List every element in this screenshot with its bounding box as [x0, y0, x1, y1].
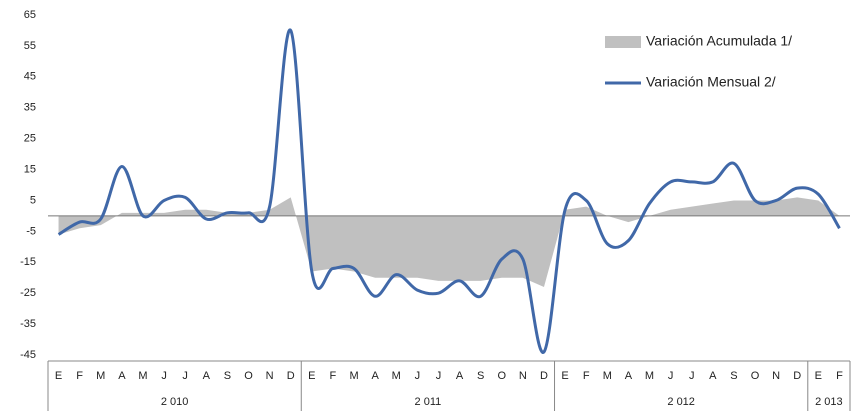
y-tick-label: -25 — [20, 287, 36, 299]
y-tick-label: 45 — [24, 71, 36, 83]
x-tick-label: E — [561, 370, 568, 382]
area — [58, 197, 840, 287]
x-tick-label: D — [287, 370, 295, 382]
x-tick-label: J — [182, 370, 188, 382]
y-tick-label: 25 — [24, 133, 36, 145]
y-tick-label: 5 — [30, 194, 36, 206]
x-tick-label: D — [793, 370, 801, 382]
x-tick-label: J — [436, 370, 442, 382]
y-tick-label: 35 — [24, 102, 36, 114]
x-tick-label: M — [603, 370, 612, 382]
x-tick-label: F — [330, 370, 337, 382]
x-tick-label: A — [709, 370, 717, 382]
x-tick-label: O — [751, 370, 760, 382]
x-tick-label: N — [266, 370, 274, 382]
x-tick-label: M — [349, 370, 358, 382]
y-tick-label: 15 — [24, 163, 36, 175]
legend-label: Variación Mensual 2/ — [646, 74, 776, 90]
x-tick-label: M — [645, 370, 654, 382]
x-tick-label: D — [540, 370, 548, 382]
x-tick-label: N — [519, 370, 527, 382]
x-group-label: 2 013 — [815, 396, 843, 408]
x-tick-label: S — [477, 370, 484, 382]
x-tick-label: N — [772, 370, 780, 382]
x-tick-label: S — [730, 370, 737, 382]
x-group-label: 2 010 — [161, 396, 189, 408]
x-tick-label: J — [668, 370, 674, 382]
x-tick-label: M — [138, 370, 147, 382]
legend-swatch — [605, 36, 641, 48]
x-tick-label: E — [815, 370, 822, 382]
y-tick-label: -5 — [26, 225, 36, 237]
y-tick-label: -15 — [20, 256, 36, 268]
x-tick-label: F — [836, 370, 843, 382]
y-tick-label: -35 — [20, 318, 36, 330]
x-tick-label: A — [371, 370, 379, 382]
x-tick-label: F — [583, 370, 590, 382]
x-tick-label: J — [689, 370, 695, 382]
line — [57, 28, 841, 354]
x-tick-label: A — [118, 370, 126, 382]
legend-label: Variación Acumulada 1/ — [646, 33, 792, 49]
x-tick-label: S — [224, 370, 231, 382]
x-tick-label: E — [55, 370, 62, 382]
x-tick-label: A — [203, 370, 211, 382]
x-tick-label: A — [456, 370, 464, 382]
y-tick-label: -45 — [20, 349, 36, 361]
y-tick-label: 55 — [24, 40, 36, 52]
x-tick-label: M — [392, 370, 401, 382]
x-tick-label: A — [625, 370, 633, 382]
x-tick-label: M — [96, 370, 105, 382]
x-tick-label: J — [415, 370, 421, 382]
x-group-label: 2 012 — [667, 396, 695, 408]
y-tick-label: 65 — [24, 9, 36, 21]
x-tick-label: E — [308, 370, 315, 382]
x-group-label: 2 011 — [415, 396, 442, 408]
x-tick-label: J — [161, 370, 167, 382]
x-tick-label: O — [244, 370, 253, 382]
x-tick-label: F — [76, 370, 83, 382]
x-tick-label: O — [497, 370, 506, 382]
